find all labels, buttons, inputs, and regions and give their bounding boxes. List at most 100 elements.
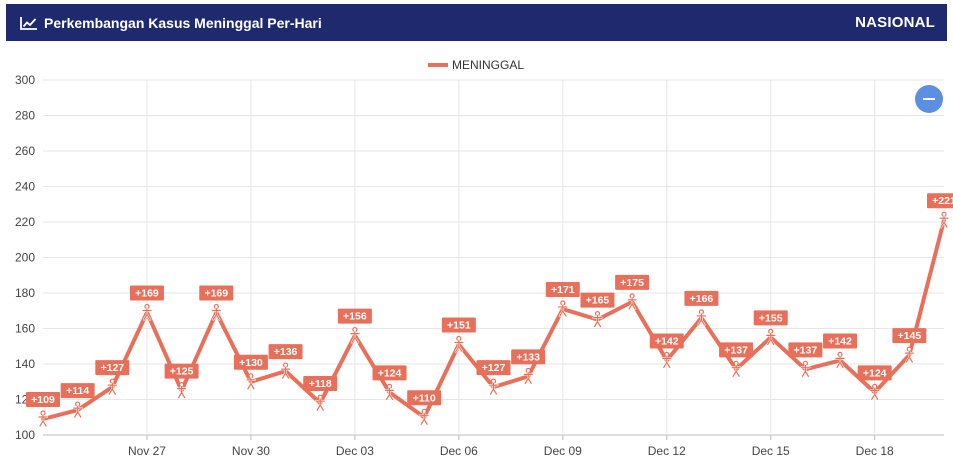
- data-point[interactable]: [349, 327, 360, 344]
- y-tick-label: 220: [15, 215, 35, 229]
- data-label-box: [26, 392, 60, 408]
- point-figure: [523, 371, 533, 384]
- data-point[interactable]: [523, 367, 534, 385]
- data-point[interactable]: [72, 401, 83, 419]
- x-tick-label: Dec 18: [856, 444, 894, 458]
- point-figure: [627, 297, 637, 310]
- data-label-box: [753, 310, 788, 326]
- point-figure: [592, 315, 603, 328]
- x-tick-label: Dec 12: [648, 444, 686, 458]
- data-label: +175: [620, 277, 644, 289]
- x-tick-label: Dec 09: [544, 444, 582, 458]
- data-label: +156: [343, 311, 367, 323]
- point-figure: [731, 364, 741, 377]
- legend[interactable]: MENINGGAL: [428, 58, 524, 72]
- data-label: +169: [135, 288, 159, 300]
- point-figure: [315, 398, 325, 411]
- data-label: +169: [204, 288, 228, 300]
- x-tick-label: Dec 15: [752, 444, 790, 458]
- data-point[interactable]: [384, 383, 395, 401]
- data-label: +130: [239, 357, 263, 369]
- data-label: +142: [828, 335, 852, 347]
- data-point[interactable]: [37, 410, 49, 428]
- data-label-box: [615, 274, 650, 290]
- data-label: +109: [31, 394, 55, 406]
- data-point[interactable]: [869, 383, 880, 401]
- y-tick-label: 180: [15, 286, 35, 300]
- point-figure: [939, 215, 949, 228]
- data-label-box: [95, 360, 130, 376]
- x-tick-label: Nov 27: [128, 444, 166, 458]
- data-point[interactable]: [557, 300, 568, 318]
- data-point[interactable]: [419, 408, 430, 426]
- point-figure: [870, 387, 880, 400]
- data-label: +133: [516, 351, 540, 363]
- data-label-box: [719, 342, 754, 358]
- data-label-box: [545, 281, 580, 297]
- data-label: +165: [586, 295, 610, 307]
- y-tick-label: 300: [15, 73, 35, 87]
- data-label-box: [857, 365, 892, 381]
- data-label-box: [337, 308, 372, 324]
- data-point[interactable]: [211, 303, 222, 321]
- data-point[interactable]: [592, 311, 603, 328]
- data-point[interactable]: [800, 360, 811, 378]
- point-figure: [107, 382, 117, 395]
- chart-title: Perkembangan Kasus Meninggal Per-Hari: [44, 14, 322, 31]
- data-point[interactable]: [938, 211, 950, 229]
- y-tick-label: 240: [15, 180, 35, 194]
- data-label-box: [372, 365, 407, 381]
- data-label: +136: [274, 346, 298, 358]
- data-point[interactable]: [107, 378, 118, 396]
- point-figure: [558, 304, 568, 317]
- data-label: +125: [170, 366, 194, 378]
- data-point[interactable]: [904, 346, 915, 364]
- point-figure: [662, 355, 672, 368]
- data-point[interactable]: [661, 351, 672, 369]
- data-point[interactable]: [696, 309, 707, 326]
- data-label-box: [441, 317, 476, 333]
- point-figure: [38, 414, 48, 427]
- legend-label: MENINGGAL: [452, 58, 524, 72]
- data-point[interactable]: [315, 394, 326, 412]
- data-point[interactable]: [626, 293, 638, 310]
- data-label-box: [164, 363, 199, 379]
- data-label-box: [649, 333, 684, 349]
- data-label-box: [233, 354, 268, 370]
- data-label: +171: [551, 284, 575, 296]
- y-tick-label: 160: [15, 322, 35, 336]
- data-label-box: [511, 349, 546, 365]
- chart-area: MENINGGAL 100 120 140 160 180 200 220 240 260 280…: [0, 44, 953, 470]
- data-label-box: [927, 193, 953, 209]
- data-point[interactable]: [280, 362, 291, 380]
- data-label: +166: [690, 293, 714, 305]
- point-figure: [766, 332, 776, 345]
- y-tick-label: 100: [15, 428, 35, 442]
- header-left: Perkembangan Kasus Meninggal Per-Hari: [20, 15, 322, 31]
- data-point[interactable]: [453, 335, 464, 353]
- point-figure: [73, 405, 83, 418]
- data-label: +127: [482, 362, 506, 374]
- data-label: +127: [100, 362, 124, 374]
- data-label: +110: [413, 392, 436, 404]
- data-point[interactable]: [176, 382, 187, 399]
- zoom-out-button[interactable]: [915, 85, 943, 113]
- data-point[interactable]: [834, 351, 846, 369]
- point-figure: [211, 307, 221, 321]
- data-point[interactable]: [730, 360, 742, 378]
- x-tick-label: Dec 06: [440, 444, 478, 458]
- scope-badge: NASIONAL: [855, 14, 935, 31]
- data-label: +124: [863, 367, 887, 379]
- y-tick-label: 260: [15, 144, 35, 158]
- data-point[interactable]: [141, 303, 153, 321]
- data-point[interactable]: [245, 373, 256, 390]
- data-point[interactable]: [765, 328, 776, 346]
- point-figure: [177, 386, 187, 399]
- line-chart-icon: [20, 16, 37, 30]
- data-label: +137: [724, 344, 748, 356]
- data-label: +221: [932, 195, 953, 207]
- data-label-box: [268, 344, 303, 360]
- data-point[interactable]: [488, 378, 499, 396]
- point-figure: [696, 313, 707, 326]
- data-label-box: [684, 290, 719, 306]
